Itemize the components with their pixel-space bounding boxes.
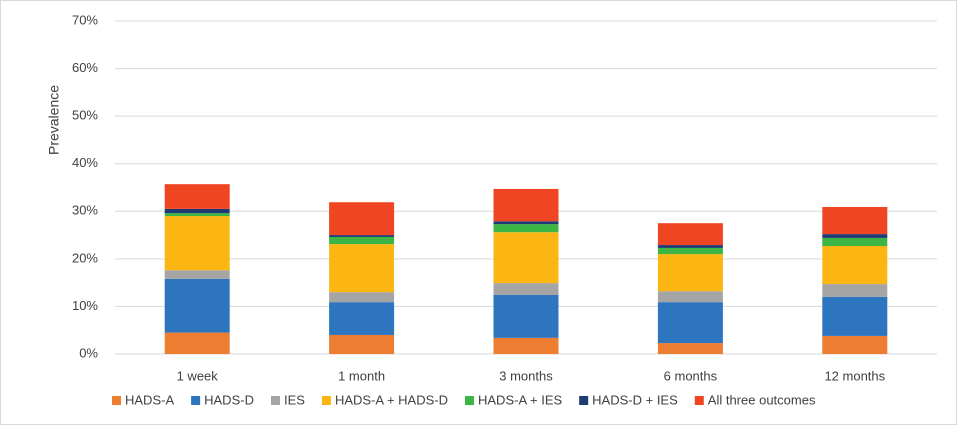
legend-swatch [579,396,589,405]
bar-segment [822,296,888,336]
bar-segment [329,334,395,354]
bar-segment [493,224,559,233]
legend-label: HADS-A + HADS-D [335,392,448,407]
bar-segment [822,246,888,285]
bar-segment [822,207,888,235]
x-tick-label: 3 months [499,368,553,383]
bar-segment [822,237,888,247]
bar-segment [657,343,723,354]
bar-segment [657,223,723,246]
legend-swatch [694,396,704,405]
legend-swatch [270,396,280,405]
y-tick-label: 20% [72,250,98,265]
legend-label: HADS-D [204,392,254,407]
y-tick-label: 10% [72,298,98,313]
bar-segment [493,232,559,284]
bar-segment [493,295,559,338]
bar-segment [822,335,888,354]
y-tick-label: 0% [79,345,98,360]
legend-label: All three outcomes [708,392,816,407]
legend-label: HADS-D + IES [592,392,678,407]
legend-label: IES [284,392,305,407]
bar-segment [329,292,395,303]
bar-segment [329,235,395,237]
legend-label: HADS-A [125,392,174,407]
bar-segment [164,332,230,354]
bar-segment [164,216,230,271]
bar-segment [329,244,395,293]
x-tick-label: 1 month [338,368,385,383]
bar-segment [329,236,395,245]
bar-segment [493,188,559,222]
y-tick-label: 70% [72,12,98,27]
bar-segment [657,254,723,292]
y-tick-label: 40% [72,155,98,170]
bar-segment [822,234,888,238]
x-tick-label: 1 week [177,368,219,383]
y-tick-label: 50% [72,108,98,123]
legend-swatch [112,396,121,405]
x-tick-label: 12 months [824,368,885,383]
y-tick-label: 30% [72,203,98,218]
legend-swatch [465,396,474,405]
bar-segment [164,270,230,279]
legend-label: HADS-A + IES [478,392,562,407]
bar-segment [164,278,230,333]
x-tick-label: 6 months [664,368,718,383]
bar-segment [164,208,230,214]
bar-segment [493,283,559,296]
y-tick-label: 60% [72,60,98,75]
bar-segment [657,302,723,344]
legend-swatch [321,396,331,405]
bar-segment [657,247,723,255]
bar-segment [493,221,559,225]
bar-segment [657,245,723,248]
legend-swatch [191,396,201,405]
bar-segment [329,302,395,335]
bar-segment [164,213,230,217]
bar-segment [164,184,230,209]
bar-segment [493,337,559,354]
bar-segment [822,284,888,297]
bar-segment [329,202,395,236]
bar-segment [657,291,723,303]
y-axis-label: Prevalence [46,85,62,155]
